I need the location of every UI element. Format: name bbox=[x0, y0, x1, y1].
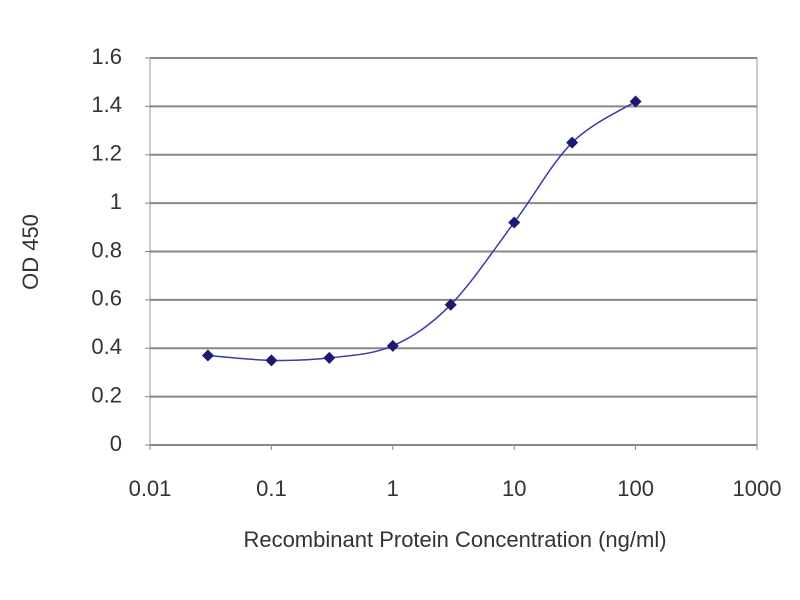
point bbox=[508, 216, 521, 229]
point bbox=[444, 298, 457, 311]
y-tick-label: 1.4 bbox=[91, 92, 122, 117]
x-tick-label: 10 bbox=[502, 476, 526, 501]
y-tick-label: 0.8 bbox=[91, 237, 122, 262]
y-tick-label: 0.6 bbox=[91, 286, 122, 311]
fit-line bbox=[207, 100, 637, 362]
y-axis-title: OD 450 bbox=[18, 214, 43, 290]
point bbox=[201, 349, 214, 362]
x-tick-label: 1 bbox=[387, 476, 399, 501]
point bbox=[629, 95, 642, 108]
y-tick-label: 0.4 bbox=[91, 334, 122, 359]
point bbox=[323, 351, 336, 364]
point bbox=[265, 354, 278, 367]
y-tick-label: 1 bbox=[110, 189, 122, 214]
x-tick-label: 0.1 bbox=[256, 476, 287, 501]
point bbox=[386, 339, 399, 352]
x-tick-label: 0.01 bbox=[129, 476, 172, 501]
x-axis-title: Recombinant Protein Concentration (ng/ml… bbox=[243, 527, 666, 552]
point bbox=[566, 136, 579, 149]
y-tick-label: 1.2 bbox=[91, 141, 122, 166]
x-tick-label: 1000 bbox=[733, 476, 782, 501]
y-tick-label: 1.6 bbox=[91, 44, 122, 69]
y-tick-label: 0 bbox=[110, 431, 122, 456]
y-tick-label: 0.2 bbox=[91, 382, 122, 407]
x-tick-label: 100 bbox=[617, 476, 654, 501]
